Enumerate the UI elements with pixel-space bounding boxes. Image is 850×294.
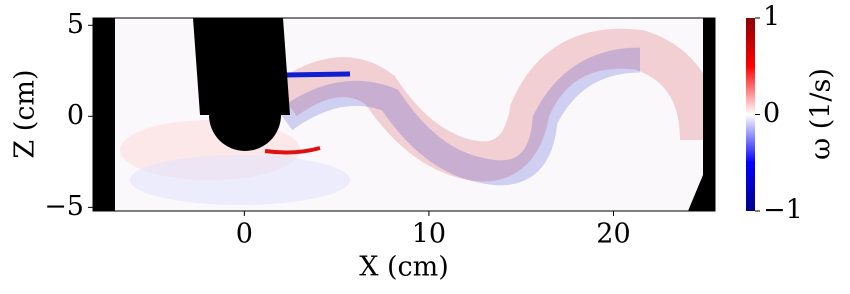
colorbar-tick-label: 1	[763, 2, 780, 33]
colorbar-tick-label: −1	[763, 195, 803, 226]
field	[93, 18, 715, 211]
y-tick-label: 0	[67, 100, 84, 131]
colorbar-label: ω (1/s)	[806, 68, 837, 160]
x-tick-label: 20	[596, 219, 630, 250]
plot-frame	[92, 17, 716, 212]
y-axis-label: Z (cm)	[10, 69, 41, 158]
x-tick-label: 10	[412, 219, 446, 250]
x-tick-label: 0	[236, 219, 253, 250]
y-tick-label: 5	[67, 9, 84, 40]
colorbar-tick-label: 0	[763, 98, 780, 129]
x-axis-label: X (cm)	[359, 252, 449, 283]
colorbar	[746, 18, 755, 211]
y-tick-label: −5	[44, 191, 84, 222]
